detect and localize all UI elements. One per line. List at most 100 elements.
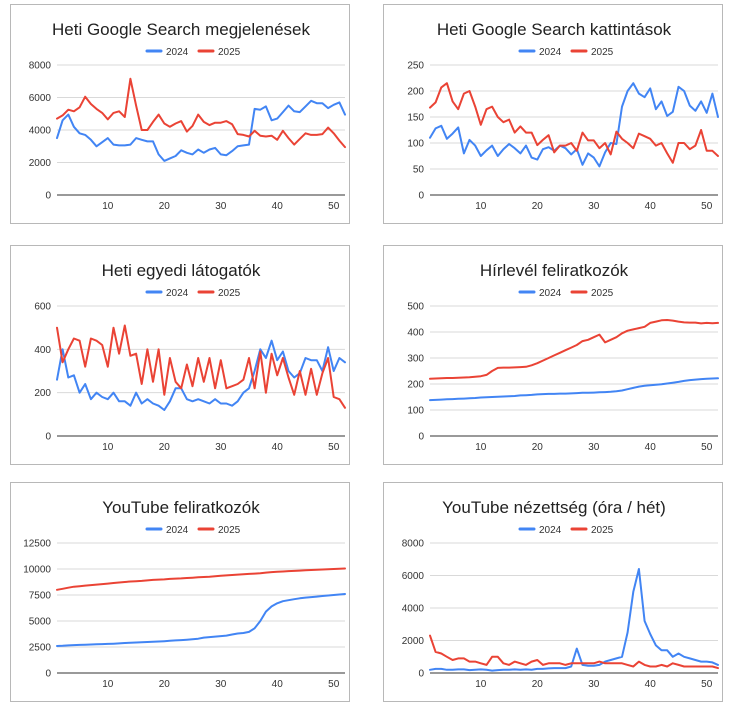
chart-svg: Heti Google Search megjelenések 2024 2025 0…	[29, 20, 346, 212]
x-tick-label: 10	[102, 201, 114, 212]
x-tick-label: 20	[159, 442, 171, 453]
y-tick-label: 250	[407, 61, 424, 72]
series-line-2024	[56, 339, 346, 411]
series-line-2024	[429, 568, 719, 672]
y-tick-label: 6000	[29, 93, 52, 104]
chart-gridlines	[430, 542, 718, 674]
series-line-2025	[56, 77, 346, 149]
series-line-2024	[429, 377, 719, 402]
x-tick-label: 40	[272, 679, 284, 690]
x-tick-label: 50	[701, 442, 713, 453]
y-tick-label: 2000	[29, 158, 52, 169]
x-tick-label: 30	[215, 442, 227, 453]
y-tick-label: 100	[407, 406, 424, 417]
y-tick-label: 7500	[29, 591, 52, 602]
y-tick-label: 10000	[23, 565, 51, 576]
chart-svg: YouTube nézettség (óra / hét) 2024 2025 0 20…	[402, 498, 719, 690]
chart-gridlines	[57, 305, 345, 437]
x-tick-label: 10	[475, 442, 487, 453]
series-line-2024	[56, 99, 346, 162]
series-line-2025	[56, 567, 346, 591]
x-tick-label: 30	[588, 442, 600, 453]
legend-label-2024: 2024	[539, 288, 562, 299]
legend-label-2025: 2025	[218, 525, 241, 536]
chart-legend: 2024 2025	[518, 47, 614, 58]
x-tick-label: 40	[272, 442, 284, 453]
x-tick-label: 40	[272, 201, 284, 212]
y-tick-label: 200	[407, 380, 424, 391]
x-tick-label: 30	[588, 679, 600, 690]
x-tick-label: 30	[588, 201, 600, 212]
legend-item-2024: 2024	[145, 525, 189, 536]
legend-label-2025: 2025	[591, 288, 614, 299]
y-tick-label: 0	[45, 669, 51, 680]
legend-label-2024: 2024	[166, 525, 189, 536]
chart-title: Heti egyedi látogatók	[102, 261, 261, 280]
x-tick-label: 20	[159, 679, 171, 690]
chart-gridlines	[430, 305, 718, 437]
chart-title: Heti Google Search megjelenések	[52, 20, 310, 39]
legend-item-2025: 2025	[570, 288, 614, 299]
series-line-2025	[56, 324, 346, 409]
x-tick-label: 50	[701, 679, 713, 690]
y-tick-label: 400	[407, 328, 424, 339]
legend-item-2024: 2024	[518, 288, 562, 299]
series-line-2025	[429, 634, 719, 670]
chart-title: Hírlevél feliratkozók	[480, 261, 629, 280]
legend-item-2025: 2025	[570, 525, 614, 536]
legend-label-2025: 2025	[218, 288, 241, 299]
chart-legend: 2024 2025	[145, 47, 241, 58]
legend-item-2024: 2024	[145, 288, 189, 299]
x-tick-label: 40	[645, 679, 657, 690]
chart-legend: 2024 2025	[518, 288, 614, 299]
y-tick-label: 0	[418, 432, 424, 443]
chart-title: YouTube feliratkozók	[102, 498, 260, 517]
x-tick-label: 50	[701, 201, 713, 212]
series-line-2024	[56, 593, 346, 647]
x-tick-label: 50	[328, 442, 340, 453]
y-tick-label: 0	[45, 432, 51, 443]
legend-label-2024: 2024	[166, 288, 189, 299]
y-tick-label: 400	[34, 345, 51, 356]
x-tick-label: 10	[102, 442, 114, 453]
y-tick-label: 4000	[29, 126, 52, 137]
x-tick-label: 30	[215, 679, 227, 690]
chart-title: YouTube nézettség (óra / hét)	[442, 498, 666, 517]
chart-legend: 2024 2025	[145, 525, 241, 536]
chart-legend: 2024 2025	[518, 525, 614, 536]
y-tick-label: 0	[418, 191, 424, 202]
chart-svg: Hírlevél feliratkozók 2024 2025 0 100 200 300 4…	[407, 261, 719, 453]
x-tick-label: 50	[328, 679, 340, 690]
series-line-2025	[429, 319, 719, 380]
legend-item-2024: 2024	[518, 47, 562, 58]
chart-gridlines	[57, 64, 345, 196]
legend-item-2025: 2025	[197, 47, 241, 58]
chart-svg: YouTube feliratkozók 2024 2025 0 2500 5000 750…	[23, 498, 346, 690]
x-tick-label: 10	[475, 679, 487, 690]
y-tick-label: 600	[34, 302, 51, 313]
series-line-2024	[429, 82, 719, 168]
y-tick-label: 50	[413, 165, 425, 176]
legend-label-2024: 2024	[166, 47, 189, 58]
chart-panel-youtube-watch-time: YouTube nézettség (óra / hét) 2024 2025 0 20…	[383, 482, 723, 702]
chart-panel-youtube-subscribers: YouTube feliratkozók 2024 2025 0 2500 5000 750…	[10, 482, 350, 702]
chart-panel-unique-visitors: Heti egyedi látogatók 2024 2025 0 200 400 600 1…	[10, 245, 350, 465]
y-tick-label: 2000	[402, 636, 425, 647]
y-tick-label: 200	[407, 87, 424, 98]
x-tick-label: 10	[475, 201, 487, 212]
y-tick-label: 5000	[29, 617, 52, 628]
chart-panel-search-clicks: Heti Google Search kattintások 2024 2025 0 5…	[383, 4, 723, 224]
y-tick-label: 100	[407, 139, 424, 150]
chart-panel-newsletter-subscribers: Hírlevél feliratkozók 2024 2025 0 100 200 300 4…	[383, 245, 723, 465]
legend-label-2025: 2025	[218, 47, 241, 58]
legend-label-2024: 2024	[539, 525, 562, 536]
y-tick-label: 12500	[23, 539, 51, 550]
y-tick-label: 8000	[402, 539, 425, 550]
series-line-2025	[429, 82, 719, 164]
x-tick-label: 10	[102, 679, 114, 690]
x-tick-label: 20	[532, 201, 544, 212]
chart-gridlines	[430, 64, 718, 196]
x-tick-label: 20	[532, 679, 544, 690]
x-tick-label: 50	[328, 201, 340, 212]
